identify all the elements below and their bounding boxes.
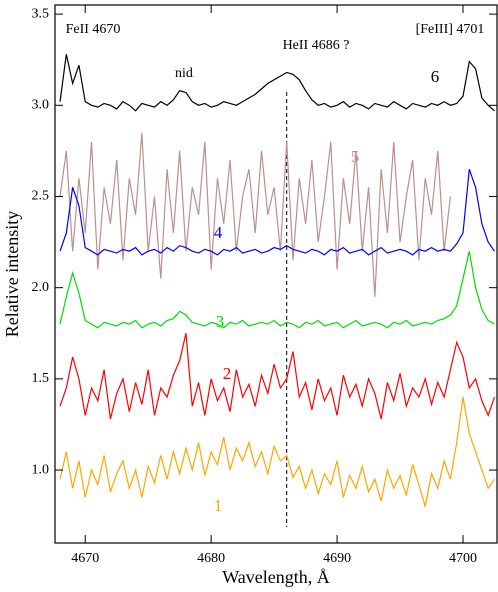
series-label: 6 [431,67,440,86]
y-tick-label: 3.5 [32,6,50,21]
series-label: 2 [223,364,232,383]
series-label: 5 [351,147,360,166]
spectrum-line [59,251,495,329]
x-tick-label: 4690 [323,551,351,566]
annotation: HeII 4686 ? [283,38,350,53]
y-tick-label: 1.5 [32,371,50,386]
series-label: 1 [214,496,223,515]
series-label: 4 [214,223,223,242]
x-axis-label: Wavelength, Å [222,567,330,587]
annotation: FeII 4670 [66,22,121,37]
x-tick-label: 4670 [71,551,99,566]
spectrum-line [59,396,495,507]
y-tick-label: 2.0 [32,280,50,295]
y-axis-label: Relative intensity [2,211,22,337]
y-tick-label: 2.5 [32,189,50,204]
y-tick-label: 3.0 [32,98,50,113]
x-tick-label: 4680 [197,551,225,566]
spectrum-line [59,168,495,256]
y-tick-label: 1.0 [32,462,50,477]
spectrum-line [59,333,496,420]
spectrum-line [59,54,495,112]
annotation: [FeIII] 4701 [416,22,485,37]
series-label: 3 [216,312,225,331]
x-tick-label: 4700 [449,551,477,566]
annotation: nid [175,66,193,81]
spectrum-line [59,132,452,297]
plot-frame [54,4,498,544]
